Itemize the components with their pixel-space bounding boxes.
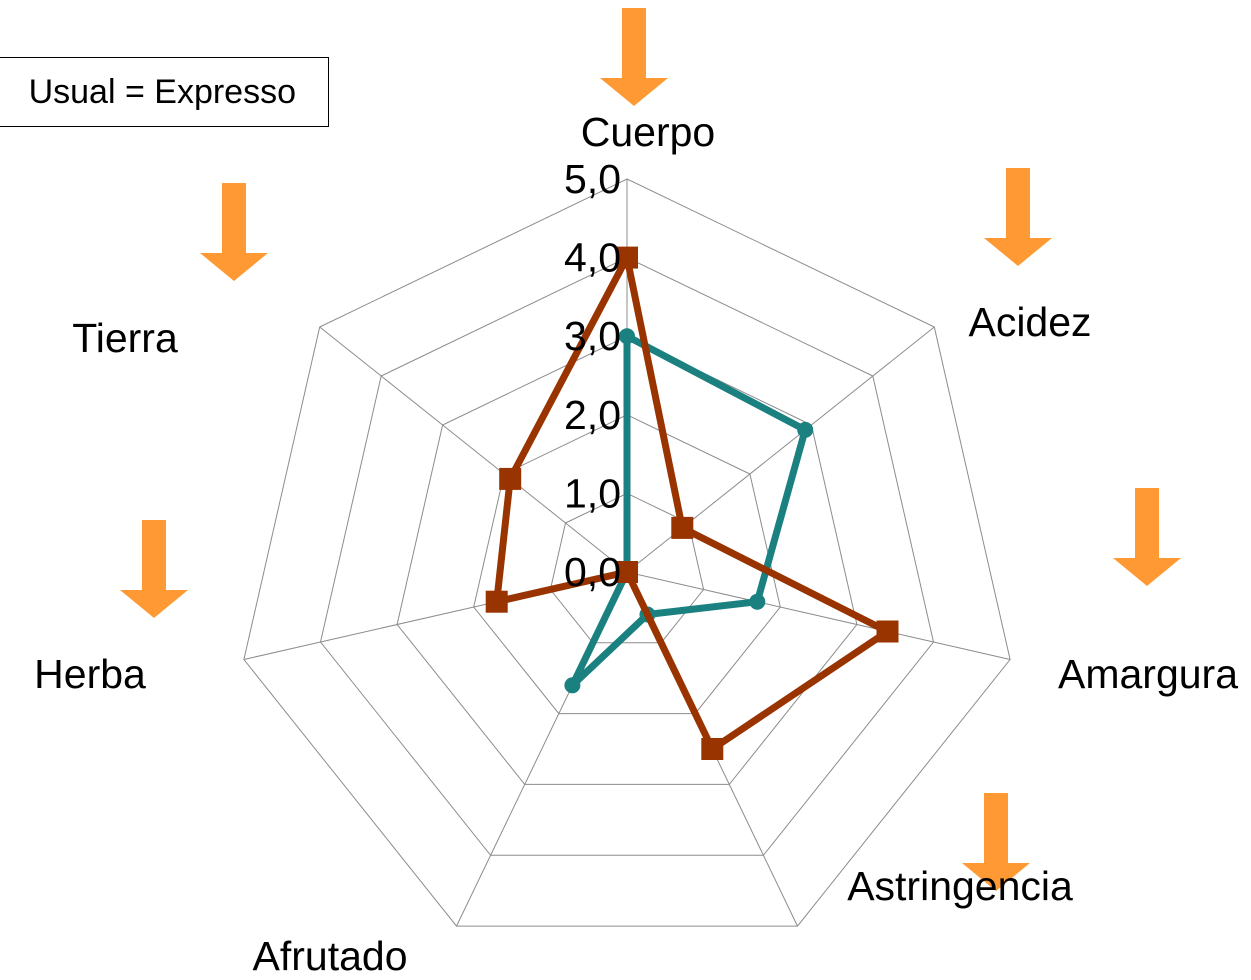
series-2 (485, 246, 899, 760)
tick-label-5: 5,0 (564, 156, 621, 202)
axis-label-afrutado: Afrutado (253, 933, 408, 979)
tick-label-3: 3,0 (564, 313, 621, 359)
grid-spoke-6 (319, 326, 628, 573)
down-arrow-icon-herba (120, 520, 188, 618)
down-arrow-icon-acidez (984, 168, 1052, 266)
series-2-point-cuerpo (616, 246, 638, 269)
series-1-point-afrutado (564, 677, 581, 694)
grid-ring-5 (243, 178, 1011, 927)
series-2-point-astringencia (701, 738, 724, 760)
axis-labels: Cuerpo Acidez Amargura Astringencia Afrutado… (34, 109, 1238, 979)
series-1-point-acidez (797, 421, 814, 438)
axis-label-acidez: Acidez (968, 299, 1091, 345)
grid-ring-2 (473, 414, 781, 715)
down-arrow-icon-tierra (200, 183, 268, 281)
tick-label-0: 0,0 (564, 549, 621, 595)
series-2-point-herba (485, 590, 508, 613)
legend-box: Usual = Expresso (0, 57, 329, 127)
axis-label-astringencia: Astringencia (847, 863, 1073, 909)
tick-label-4: 4,0 (564, 235, 621, 281)
series-2-line (492, 247, 895, 755)
grid-ring-4 (319, 257, 935, 856)
grid-ring-3 (396, 335, 858, 785)
series-2-point-tierra (499, 467, 522, 490)
series-2-point-acidez (671, 516, 694, 539)
tick-label-2: 2,0 (564, 392, 621, 438)
arrow-markers (120, 8, 1181, 891)
series-1-point-amargura (749, 593, 766, 610)
axis-label-tierra: Tierra (72, 315, 178, 361)
down-arrow-icon-amargura (1113, 488, 1181, 586)
axis-label-cuerpo: Cuerpo (581, 109, 715, 155)
series-layer (485, 246, 899, 760)
grid-spoke-2 (626, 571, 1011, 660)
series-2-point-amargura (876, 620, 899, 643)
series-1-point-cuerpo (619, 328, 635, 345)
tick-label-1: 1,0 (564, 470, 621, 516)
radial-tick-labels: 0,0 1,0 2,0 3,0 4,0 5,0 (564, 156, 621, 595)
down-arrow-icon-cuerpo (600, 8, 668, 106)
series-2-point-afrutado (616, 561, 638, 583)
legend-text: Usual = Expresso (28, 72, 296, 111)
axis-label-herba: Herba (34, 651, 146, 697)
down-arrow-icon-astringencia (962, 793, 1030, 891)
axis-label-amargura: Amargura (1058, 651, 1238, 697)
